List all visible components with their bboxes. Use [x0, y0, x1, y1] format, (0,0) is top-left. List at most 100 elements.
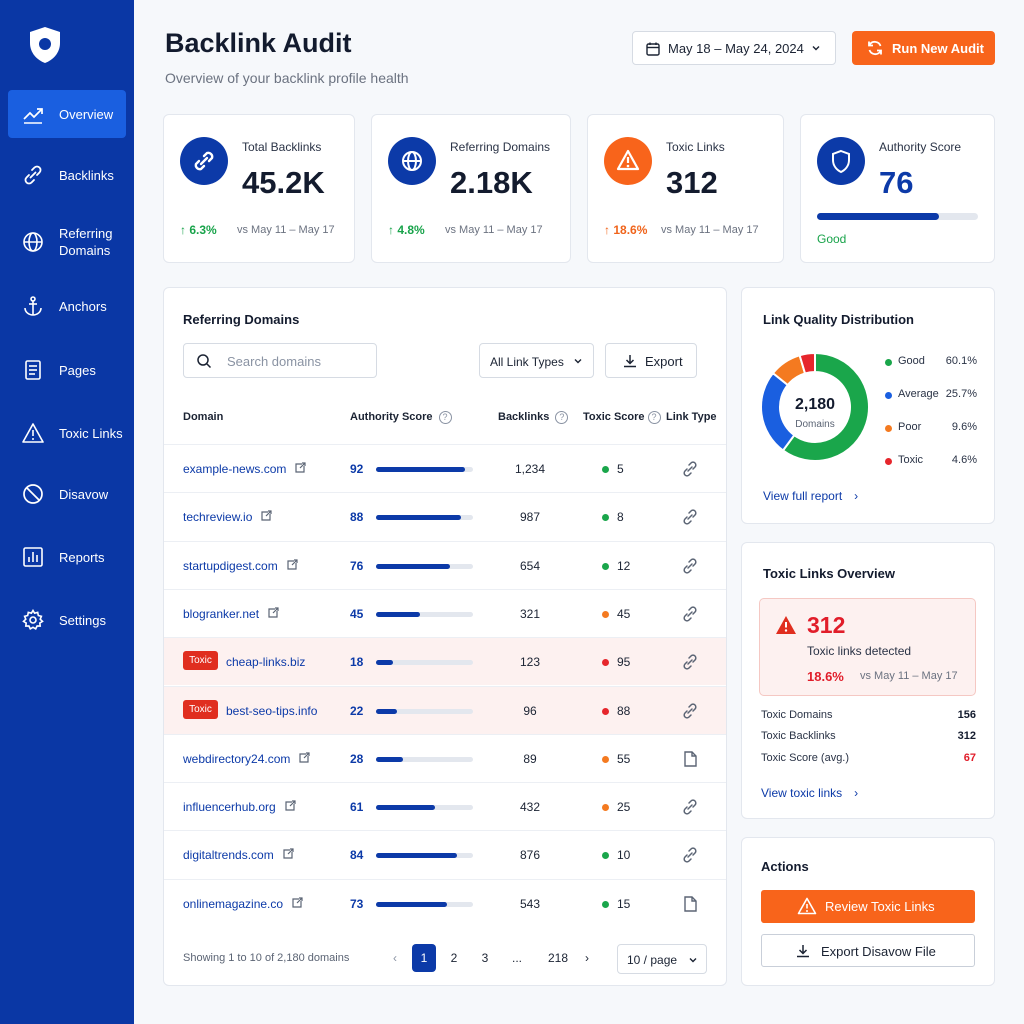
authority-score: 73 — [350, 896, 364, 911]
backlinks-count: 654 — [519, 558, 541, 573]
toxic-level-dot — [602, 900, 609, 908]
date-range-picker[interactable]: May 18 – May 24, 2024 — [632, 31, 836, 65]
next-page-button[interactable]: › — [585, 951, 589, 965]
donut-slice-toxic[interactable] — [798, 351, 816, 375]
sidebar-item-pages[interactable]: Pages — [8, 346, 126, 394]
sidebar-item-label: Overview — [59, 106, 114, 122]
domain-link[interactable]: example-news.com — [183, 462, 287, 476]
domain-link[interactable]: blogranker.net — [183, 606, 260, 621]
column-header-domain[interactable]: Domain — [183, 411, 224, 423]
domain-link[interactable]: techreview.io — [183, 510, 253, 525]
domain-link[interactable]: digitaltrends.com — [183, 848, 274, 863]
table-row[interactable]: digitaltrends.com 84 876 10 — [164, 830, 726, 878]
pagination-ellipsis: ... — [511, 951, 522, 965]
external-link-icon[interactable] — [286, 558, 298, 571]
backlinks-count: 876 — [519, 848, 541, 863]
external-link-icon[interactable] — [298, 752, 310, 764]
authority-score: 45 — [350, 606, 364, 621]
sidebar-item-settings[interactable]: Settings — [8, 596, 126, 644]
authority-bar-fill — [376, 467, 466, 472]
external-link-icon[interactable] — [284, 800, 296, 812]
prev-page-button[interactable]: ‹ — [393, 951, 397, 965]
view-full-report-link[interactable]: View full report › — [763, 489, 858, 503]
toxic-level-dot — [602, 610, 609, 618]
backlinks-count: 96 — [523, 703, 537, 718]
domain-link[interactable]: webdirectory24.com — [183, 751, 291, 766]
toxic-level-dot — [602, 562, 609, 570]
view-toxic-links-link[interactable]: View toxic links › — [761, 786, 858, 800]
sidebar-item-backlinks[interactable]: Backlinks — [8, 151, 126, 199]
table-row[interactable]: webdirectory24.com 28 89 55 — [164, 733, 726, 782]
domain-link[interactable]: best-seo-tips.info — [226, 703, 318, 718]
link-type-value: All Link Types — [490, 355, 564, 369]
page-button-1[interactable]: 1 — [412, 944, 436, 972]
per-page-select[interactable]: 10 / page — [617, 944, 707, 974]
authority-score: 18 — [350, 655, 364, 670]
sidebar-item-referring-domains[interactable]: Referring Domains — [8, 216, 126, 268]
sidebar-item-label: Pages — [59, 362, 96, 378]
toxic-backlinks-row: Toxic Backlinks 312 — [761, 730, 976, 742]
column-header-backlinks[interactable]: Backlinks? — [498, 411, 569, 424]
kv-value: 67 — [963, 752, 976, 764]
external-link-icon[interactable] — [294, 462, 306, 474]
donut-slice-good[interactable] — [781, 351, 870, 462]
external-link-icon[interactable] — [282, 848, 294, 860]
run-new-audit-button[interactable]: Run New Audit — [852, 31, 995, 65]
domain-link[interactable]: startupdigest.com — [183, 558, 278, 573]
sidebar-item-anchors[interactable]: Anchors — [8, 282, 126, 330]
sidebar-item-reports[interactable]: Reports — [8, 533, 126, 581]
toxic-badge: Toxic — [183, 651, 218, 671]
page-button-2[interactable]: 2 — [450, 951, 458, 965]
help-icon[interactable]: ? — [438, 411, 452, 424]
sidebar-item-label: Disavow — [59, 486, 109, 502]
external-link-icon[interactable] — [260, 510, 272, 522]
sidebar-item-toxic-links[interactable]: Toxic Links — [8, 409, 126, 457]
table-row[interactable]: example-news.com 92 1,234 5 — [164, 444, 726, 492]
toxic-summary-box: 312 Toxic links detected 18.6% vs May 11… — [759, 598, 976, 696]
help-icon[interactable]: ? — [555, 411, 569, 424]
stat-label: Authority Score — [879, 140, 962, 154]
export-disavow-button[interactable]: Export Disavow File — [761, 934, 975, 967]
table-row[interactable]: Toxic best-seo-tips.info 22 96 88 — [164, 685, 726, 734]
sidebar-item-overview[interactable]: Overview — [8, 90, 126, 138]
table-row[interactable]: influencerhub.org 61 432 25 — [164, 782, 726, 830]
chevron-down-icon — [689, 958, 697, 963]
domain-link[interactable]: onlinemagazine.co — [183, 896, 284, 911]
domain-link[interactable]: cheap-links.biz — [226, 655, 306, 670]
authority-status: Good — [817, 232, 847, 246]
search-input[interactable]: Search domains — [183, 343, 377, 378]
table-row[interactable]: startupdigest.com 76 654 12 — [164, 540, 726, 589]
sidebar-item-disavow[interactable]: Disavow — [8, 470, 126, 518]
review-toxic-links-button[interactable]: Review Toxic Links — [761, 890, 975, 923]
export-button[interactable]: Export — [605, 343, 697, 378]
authority-score: 84 — [350, 848, 364, 863]
bar-chart-icon — [23, 547, 43, 567]
authority-bar-fill — [376, 611, 420, 617]
authority-bar — [376, 756, 473, 762]
page-button-3[interactable]: 3 — [481, 951, 489, 965]
external-link-icon[interactable] — [291, 897, 303, 909]
toxic-compare-period: vs May 11 – May 17 — [860, 670, 958, 682]
domain-link[interactable]: influencerhub.org — [183, 800, 276, 815]
table-row[interactable]: onlinemagazine.co 73 543 15 — [164, 878, 726, 927]
column-header-authority[interactable]: Authority Score? — [350, 411, 452, 424]
page-button-218[interactable]: 218 — [547, 951, 569, 965]
authority-score: 28 — [350, 751, 364, 766]
backlinks-count: 89 — [523, 751, 537, 766]
toxic-score: 25 — [617, 800, 631, 815]
run-new-audit-label: Run New Audit — [892, 41, 984, 56]
help-icon[interactable]: ? — [647, 411, 661, 424]
link-type-select[interactable]: All Link Types — [479, 343, 594, 378]
stat-value: 2.18K — [450, 165, 533, 200]
link-label: View full report — [763, 489, 843, 503]
shield-logo-icon[interactable] — [28, 26, 62, 64]
table-row[interactable]: techreview.io 88 987 8 — [164, 492, 726, 540]
stat-change-value: 6.3% — [189, 223, 217, 237]
column-header-link-type[interactable]: Link Type — [666, 411, 717, 423]
table-row[interactable]: Toxic cheap-links.biz 18 123 95 — [164, 637, 726, 686]
kv-value: 312 — [957, 730, 976, 742]
table-row[interactable]: blogranker.net 45 321 45 — [164, 588, 726, 637]
external-link-icon[interactable] — [267, 607, 279, 619]
globe-icon — [388, 137, 436, 185]
column-header-toxic-score[interactable]: Toxic Score? — [583, 411, 661, 424]
